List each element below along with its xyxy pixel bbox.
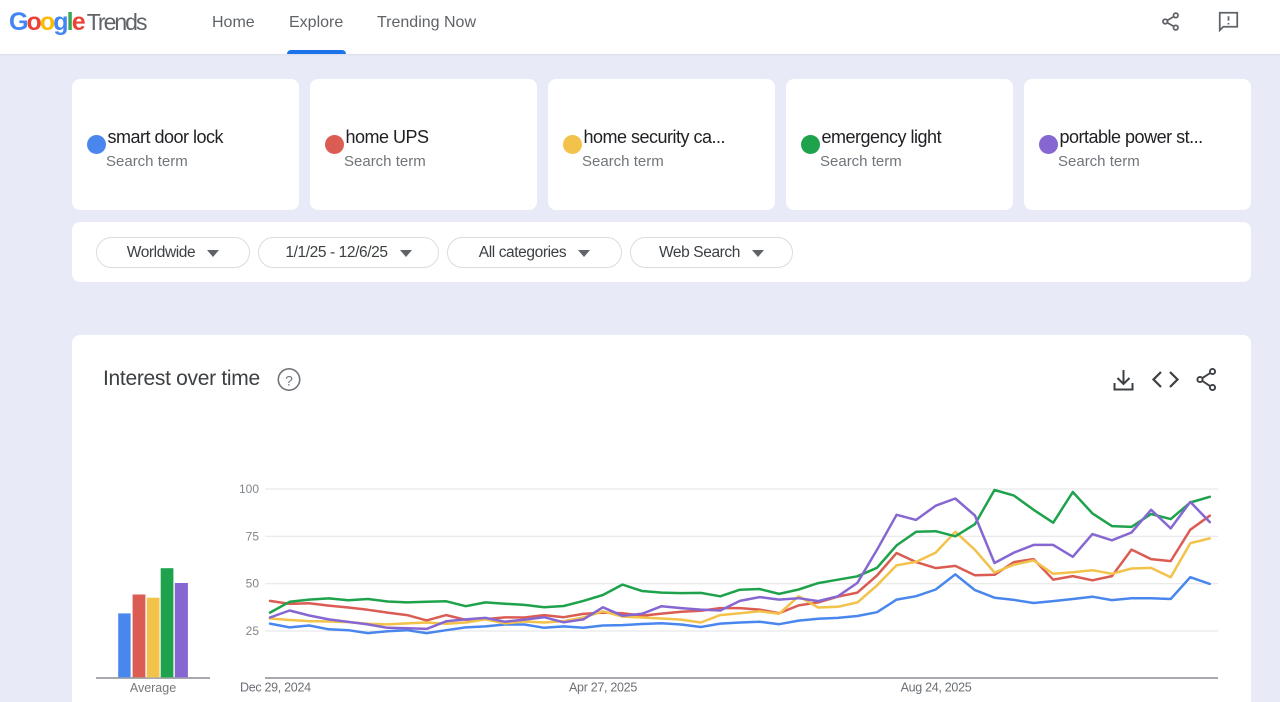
svg-text:50: 50	[246, 577, 260, 591]
svg-text:75: 75	[246, 529, 260, 543]
svg-text:Average: Average	[130, 681, 176, 695]
svg-text:100: 100	[239, 482, 259, 496]
svg-text:?: ?	[285, 373, 293, 389]
svg-text:25: 25	[246, 624, 260, 638]
svg-text:Apr 27, 2025: Apr 27, 2025	[569, 681, 637, 695]
svg-text:Dec 29, 2024: Dec 29, 2024	[240, 681, 311, 695]
svg-text:Aug 24, 2025: Aug 24, 2025	[901, 681, 972, 695]
